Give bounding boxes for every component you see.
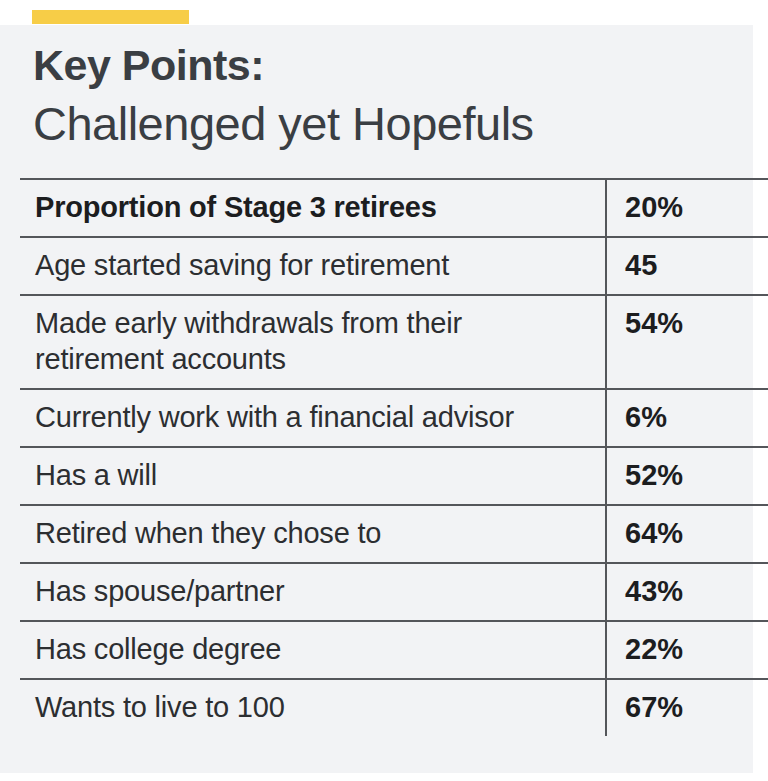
row-label: Age started saving for retirement bbox=[20, 237, 606, 295]
row-value: 45 bbox=[606, 237, 768, 295]
row-label: Made early withdrawals from their retire… bbox=[20, 295, 606, 389]
row-value: 54% bbox=[606, 295, 768, 389]
row-label: Proportion of Stage 3 retirees bbox=[20, 179, 606, 237]
header-block: Key Points: Challenged yet Hopefuls bbox=[33, 36, 534, 154]
row-value: 22% bbox=[606, 621, 768, 679]
table-row: Retired when they chose to 64% bbox=[20, 505, 768, 563]
row-value: 43% bbox=[606, 563, 768, 621]
accent-bar bbox=[32, 10, 189, 24]
key-points-table: Proportion of Stage 3 retirees 20% Age s… bbox=[20, 178, 768, 736]
row-label: Has spouse/partner bbox=[20, 563, 606, 621]
row-value: 20% bbox=[606, 179, 768, 237]
table-row: Has spouse/partner 43% bbox=[20, 563, 768, 621]
row-label: Currently work with a financial advisor bbox=[20, 389, 606, 447]
table-row: Age started saving for retirement 45 bbox=[20, 237, 768, 295]
page-subtitle: Challenged yet Hopefuls bbox=[33, 94, 534, 154]
row-value: 6% bbox=[606, 389, 768, 447]
row-label: Has a will bbox=[20, 447, 606, 505]
row-value: 52% bbox=[606, 447, 768, 505]
row-label: Retired when they chose to bbox=[20, 505, 606, 563]
page-title: Key Points: bbox=[33, 36, 534, 94]
table-row: Currently work with a financial advisor … bbox=[20, 389, 768, 447]
table-body: Proportion of Stage 3 retirees 20% Age s… bbox=[20, 179, 768, 736]
row-value: 67% bbox=[606, 679, 768, 736]
table-row: Has a will 52% bbox=[20, 447, 768, 505]
table-row: Proportion of Stage 3 retirees 20% bbox=[20, 179, 768, 237]
row-label: Has college degree bbox=[20, 621, 606, 679]
table-row: Made early withdrawals from their retire… bbox=[20, 295, 768, 389]
table-row: Wants to live to 100 67% bbox=[20, 679, 768, 736]
row-value: 64% bbox=[606, 505, 768, 563]
table-row: Has college degree 22% bbox=[20, 621, 768, 679]
row-label: Wants to live to 100 bbox=[20, 679, 606, 736]
